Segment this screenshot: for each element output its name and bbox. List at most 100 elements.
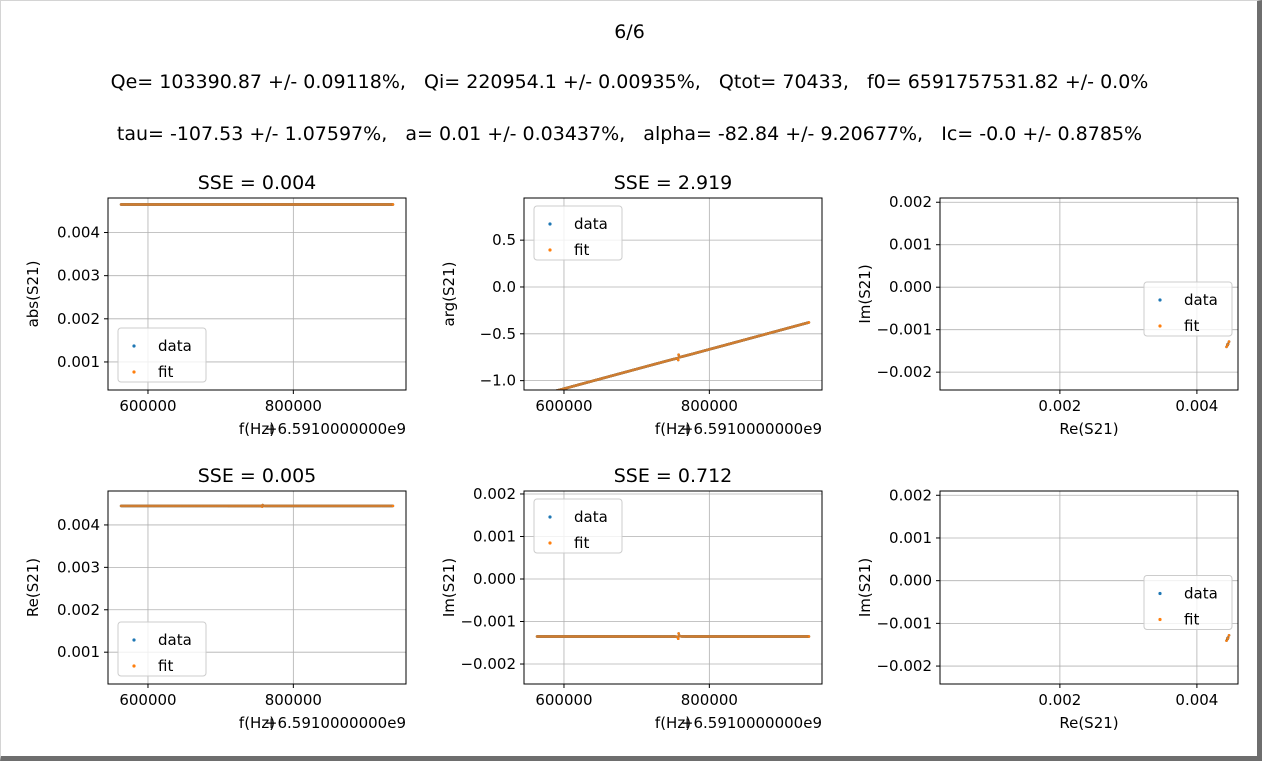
axes-frame bbox=[523, 197, 823, 391]
subplot-title: SSE = 2.919 bbox=[614, 172, 733, 194]
fit-point bbox=[539, 394, 542, 397]
subplot-1: 600000 800000 0.001 0.002 0.003 0.004 SSE = 0.… bbox=[24, 172, 407, 438]
data-point bbox=[550, 391, 553, 394]
data-point bbox=[551, 391, 554, 394]
fit-point bbox=[551, 391, 554, 394]
fit-point bbox=[540, 394, 543, 397]
data-point bbox=[539, 394, 542, 397]
legend-marker-data bbox=[132, 344, 136, 348]
axes-frame bbox=[939, 197, 1239, 391]
data-point bbox=[550, 391, 553, 394]
data-point bbox=[549, 391, 552, 394]
y-tick-label: 0.002 bbox=[57, 310, 100, 328]
fit-point bbox=[547, 392, 550, 395]
data-point bbox=[548, 391, 551, 394]
y-tick-label: −1.0 bbox=[480, 372, 516, 390]
data-point bbox=[546, 392, 549, 395]
plot-points bbox=[119, 203, 395, 206]
data-point bbox=[541, 393, 544, 396]
fit-point bbox=[548, 391, 551, 394]
fit-point bbox=[551, 391, 554, 394]
data-point bbox=[542, 393, 545, 396]
fit-point bbox=[676, 358, 680, 362]
subplot-3: 0.002 0.004−0.002−0.0010.0000.0010.002Re(… bbox=[856, 193, 1239, 438]
fit-point bbox=[547, 392, 550, 395]
fit-point bbox=[540, 393, 543, 396]
plot-points bbox=[1225, 340, 1231, 349]
y-tick-label: 0.000 bbox=[889, 278, 932, 296]
fit-point bbox=[553, 390, 556, 393]
y-axis-label: arg(S21) bbox=[440, 262, 458, 327]
legend-label-fit: fit bbox=[1184, 317, 1199, 335]
fit-point bbox=[542, 393, 545, 396]
data-point bbox=[540, 393, 543, 396]
data-point bbox=[548, 391, 551, 394]
y-tick-label: 0.002 bbox=[889, 193, 932, 211]
data-point bbox=[543, 393, 546, 396]
fit-point bbox=[549, 391, 552, 394]
y-tick-label: 0.001 bbox=[57, 353, 100, 371]
data-point bbox=[549, 391, 552, 394]
quality-factors-line: Qe= 103390.87 +/- 0.09118%, Qi= 220954.1… bbox=[110, 71, 1149, 93]
legend-label-data: data bbox=[1184, 291, 1218, 309]
legend-box bbox=[533, 205, 623, 261]
data-point bbox=[551, 390, 554, 393]
x-tick-label: 0.004 bbox=[1175, 397, 1218, 415]
fit-point bbox=[1227, 340, 1231, 343]
legend-marker-fit bbox=[132, 370, 136, 374]
data-point bbox=[542, 393, 545, 396]
y-axis-label: Im(S21) bbox=[856, 264, 874, 323]
data-point bbox=[553, 390, 556, 393]
x-offset-label: +6.5910000000e9 bbox=[265, 420, 406, 438]
data-point bbox=[544, 393, 547, 396]
fit-point bbox=[391, 203, 395, 206]
x-tick-label: 800000 bbox=[265, 397, 322, 415]
fit-point bbox=[549, 391, 552, 394]
data-point bbox=[544, 392, 547, 395]
fit-point bbox=[550, 391, 553, 394]
legend-marker-data bbox=[548, 222, 552, 226]
legend-marker-fit bbox=[548, 248, 552, 252]
legend-label-fit: fit bbox=[158, 363, 173, 381]
fit-point bbox=[544, 392, 547, 395]
y-tick-label: 0.004 bbox=[57, 224, 100, 242]
y-tick-label: 0.001 bbox=[889, 236, 932, 254]
fit-parameters-line: tau= -107.53 +/- 1.07597%, a= 0.01 +/- 0… bbox=[116, 123, 1143, 145]
y-axis-label: abs(S21) bbox=[24, 261, 42, 328]
fit-point bbox=[544, 393, 547, 396]
fit-point bbox=[548, 391, 551, 394]
subplot-title: SSE = 0.004 bbox=[198, 172, 317, 194]
y-tick-label: 0.003 bbox=[57, 267, 100, 285]
legend-marker-fit bbox=[1158, 324, 1162, 328]
fit-point bbox=[547, 392, 550, 395]
legend-box bbox=[1143, 281, 1233, 337]
data-point bbox=[544, 392, 547, 395]
data-point bbox=[549, 391, 552, 394]
x-tick-label: 600000 bbox=[535, 397, 592, 415]
plot-points bbox=[119, 503, 395, 508]
legend: data fit bbox=[1143, 281, 1233, 337]
x-offset-label: +6.5910000000e9 bbox=[681, 420, 822, 438]
x-axis-label: Re(S21) bbox=[1059, 420, 1118, 438]
fit-point bbox=[552, 390, 555, 393]
fit-point bbox=[542, 393, 545, 396]
fit-point bbox=[551, 390, 554, 393]
fit-point bbox=[807, 321, 811, 324]
data-point bbox=[552, 390, 555, 393]
x-axis-label: f(Hz) bbox=[239, 420, 275, 438]
x-axis-label: f(Hz) bbox=[655, 420, 691, 438]
plot-points bbox=[539, 321, 811, 397]
x-tick-label: 600000 bbox=[119, 397, 176, 415]
fit-point bbox=[541, 393, 544, 396]
y-tick-label: −0.002 bbox=[876, 363, 932, 381]
fit-point bbox=[546, 392, 549, 395]
data-point bbox=[543, 393, 546, 396]
figure-counter: 6/6 bbox=[614, 21, 645, 43]
y-tick-label: 0.0 bbox=[492, 278, 516, 296]
fit-point bbox=[546, 392, 549, 395]
legend-box bbox=[117, 327, 207, 383]
fit-point bbox=[543, 393, 546, 396]
